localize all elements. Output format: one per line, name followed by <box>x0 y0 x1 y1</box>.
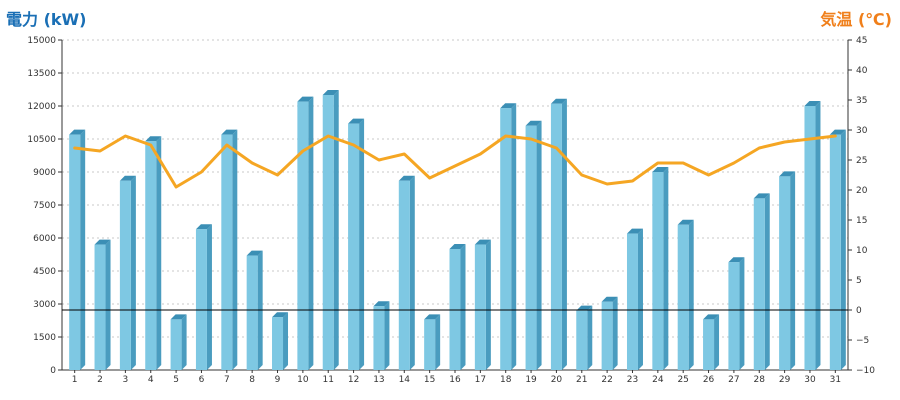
left-tick-label-2: 3000 <box>33 300 56 310</box>
x-tick-label-31: 31 <box>830 375 841 385</box>
left-tick-label-0: 0 <box>50 366 56 376</box>
bar-2 <box>94 239 111 370</box>
x-tick-label-15: 15 <box>424 375 435 385</box>
right-tick-label-3: 5 <box>856 276 862 286</box>
bar-15 <box>424 314 441 370</box>
bar-18 <box>500 103 517 370</box>
x-tick-label-3: 3 <box>123 375 129 385</box>
bar-22 <box>601 296 618 370</box>
left-tick-label-6: 9000 <box>33 168 56 178</box>
bar-12 <box>348 118 365 370</box>
left-tick-label-4: 6000 <box>33 234 56 244</box>
right-tick-label-6: 20 <box>856 186 868 196</box>
x-tick-label-26: 26 <box>703 375 715 385</box>
x-tick-label-17: 17 <box>475 375 486 385</box>
left-tick-label-7: 10500 <box>27 135 56 145</box>
left-tick-label-8: 12000 <box>27 102 56 112</box>
left-tick-label-5: 7500 <box>33 201 56 211</box>
bar-28 <box>753 193 770 370</box>
bar-7 <box>221 129 238 370</box>
bar-17 <box>474 239 491 370</box>
bar-24 <box>652 167 669 370</box>
bar-20 <box>550 98 567 371</box>
x-tick-label-22: 22 <box>601 375 612 385</box>
right-tick-label-8: 30 <box>856 126 868 136</box>
right-tick-label-4: 10 <box>856 246 868 256</box>
x-tick-label-9: 9 <box>275 375 281 385</box>
x-tick-label-1: 1 <box>72 375 78 385</box>
x-tick-label-23: 23 <box>627 375 638 385</box>
x-tick-label-4: 4 <box>148 375 154 385</box>
left-tick-label-9: 13500 <box>27 69 56 79</box>
x-tick-label-13: 13 <box>373 375 384 385</box>
bar-13 <box>373 301 390 370</box>
bar-26 <box>703 314 720 370</box>
x-tick-label-21: 21 <box>576 375 587 385</box>
bar-19 <box>525 120 542 370</box>
bar-6 <box>195 224 212 370</box>
bar-21 <box>576 305 593 370</box>
x-tick-label-12: 12 <box>348 375 359 385</box>
bar-9 <box>272 312 289 370</box>
bar-4 <box>145 136 162 370</box>
x-tick-label-14: 14 <box>399 375 411 385</box>
x-tick-label-28: 28 <box>754 375 766 385</box>
right-tick-label-5: 15 <box>856 216 867 226</box>
right-tick-label-9: 35 <box>856 96 867 106</box>
x-tick-label-19: 19 <box>525 375 537 385</box>
bar-16 <box>449 244 466 370</box>
right-tick-label-0: −10 <box>856 366 875 376</box>
bar-25 <box>677 219 694 370</box>
right-tick-label-2: 0 <box>856 306 862 316</box>
x-tick-label-25: 25 <box>677 375 688 385</box>
x-tick-label-30: 30 <box>804 375 816 385</box>
bar-3 <box>119 175 136 370</box>
right-tick-label-10: 40 <box>856 66 868 76</box>
bar-23 <box>626 228 643 370</box>
left-tick-label-3: 4500 <box>33 267 56 277</box>
left-tick-label-10: 15000 <box>27 36 56 46</box>
x-tick-label-7: 7 <box>224 375 230 385</box>
right-tick-label-7: 25 <box>856 156 867 166</box>
x-tick-label-2: 2 <box>97 375 103 385</box>
x-tick-label-20: 20 <box>551 375 563 385</box>
x-tick-label-11: 11 <box>322 375 333 385</box>
right-tick-label-1: −5 <box>856 336 869 346</box>
left-tick-label-1: 1500 <box>33 333 56 343</box>
bar-31 <box>829 129 846 370</box>
right-axis-title: 気温 (℃) <box>820 10 892 29</box>
bar-29 <box>779 171 796 370</box>
bar-10 <box>297 96 314 370</box>
x-tick-label-6: 6 <box>199 375 205 385</box>
left-axis-title: 電力 (kW) <box>6 10 87 29</box>
x-tick-label-10: 10 <box>297 375 309 385</box>
x-tick-label-27: 27 <box>728 375 739 385</box>
bar-1 <box>69 129 86 370</box>
x-tick-label-16: 16 <box>449 375 461 385</box>
right-tick-label-11: 45 <box>856 36 867 46</box>
x-tick-label-5: 5 <box>173 375 179 385</box>
x-tick-label-18: 18 <box>500 375 512 385</box>
bar-14 <box>398 175 415 370</box>
x-tick-label-24: 24 <box>652 375 664 385</box>
x-tick-label-8: 8 <box>249 375 255 385</box>
bar-30 <box>804 101 821 370</box>
x-tick-label-29: 29 <box>779 375 791 385</box>
bar-27 <box>728 257 745 370</box>
bar-11 <box>322 90 339 370</box>
temperature-line <box>73 134 837 189</box>
bar-5 <box>170 314 187 370</box>
